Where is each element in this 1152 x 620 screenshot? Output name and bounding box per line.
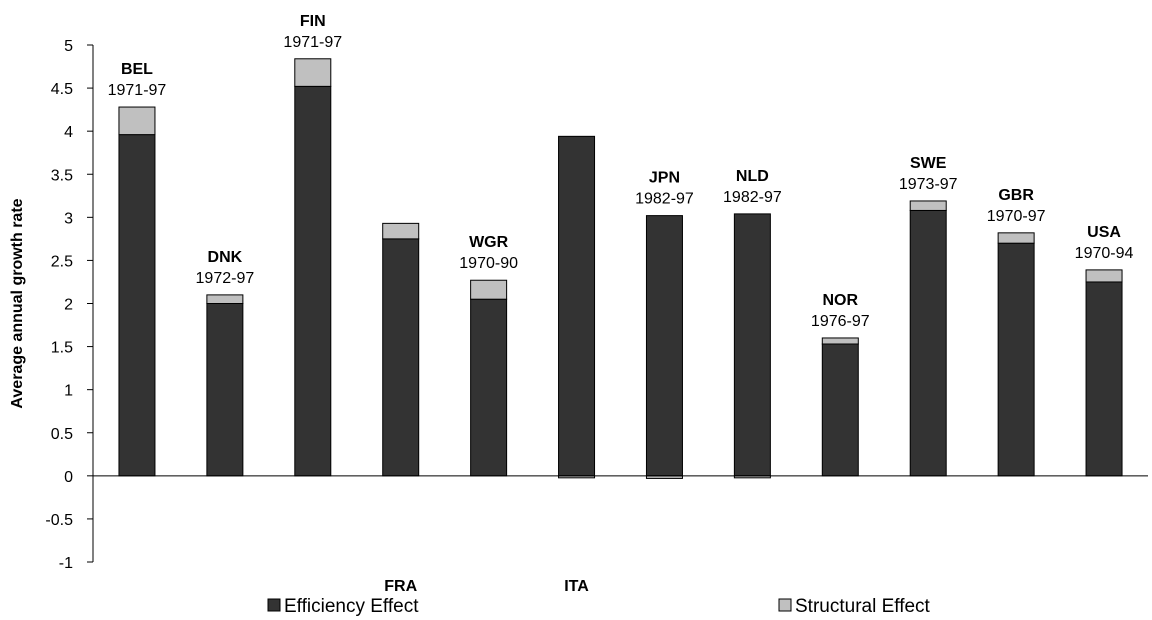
country-labels-group: 1971-97 BEL 1972-97 DNK 1971-97 FIN FRA 1970-90… [108,13,1134,595]
bar-efficiency-bel [118,134,156,477]
legend-swatch [778,598,792,612]
y-axis-label-group: Average annual growth rate [9,198,26,408]
bar-structural-bel [118,106,156,136]
y-axis-label: Average annual growth rate [9,198,26,408]
y-tick-label: 0 [64,469,73,486]
y-tick-label: -1 [59,555,73,572]
bar-efficiency-fin [294,85,332,477]
bar-efficiency-gbr [997,242,1035,477]
bar-efficiency-dnk [206,303,244,477]
y-tick-label: 4.5 [51,81,73,98]
bar-efficiency-jpn [645,215,683,477]
period-label-jpn: 1982-97 [635,191,694,208]
period-label-nor: 1976-97 [811,313,870,330]
country-label-fin: FIN [300,13,326,30]
country-label-ita: ITA [564,578,589,595]
bar-efficiency-usa [1085,281,1123,477]
period-label-wgr: 1970-90 [459,255,518,272]
country-label-fra: FRA [384,578,417,595]
country-label-nor: NOR [823,292,859,309]
y-tick-label: 3 [64,210,73,227]
bar-efficiency-nor [821,343,859,477]
legend-label: Efficiency Effect [284,596,419,617]
legend-swatch [267,598,281,612]
y-tick-label: 4 [64,124,73,141]
y-tick-label: 1.5 [51,340,73,357]
bar-structural-wgr [470,279,508,300]
legend: Efficiency Effect Structural Effect [267,596,931,617]
bar-structural-fin [294,58,332,87]
country-label-nld: NLD [736,168,769,185]
bar-structural-nor [821,337,859,345]
y-tick-label: 0.5 [51,426,73,443]
y-tick-label: 2 [64,297,73,314]
legend-item-efficiency-effect: Efficiency Effect [267,596,419,617]
country-label-dnk: DNK [208,249,243,266]
period-label-usa: 1970-94 [1075,245,1134,262]
legend-label: Structural Effect [795,596,931,617]
period-label-fin: 1971-97 [283,34,342,51]
country-label-jpn: JPN [649,170,680,187]
period-label-bel: 1971-97 [108,82,167,99]
y-tick-label: 1 [64,383,73,400]
bars-group [118,58,1123,479]
y-tick-label: 5 [64,38,73,55]
bar-structural-dnk [206,294,244,304]
bar-efficiency-nld [733,213,771,477]
country-label-swe: SWE [910,155,947,172]
bar-structural-usa [1085,269,1123,283]
bar-efficiency-fra [382,238,420,477]
y-tick-label: -0.5 [45,512,73,529]
bar-efficiency-wgr [470,298,508,477]
country-label-bel: BEL [121,61,153,78]
period-label-gbr: 1970-97 [987,208,1046,225]
country-label-usa: USA [1087,224,1121,241]
period-label-swe: 1973-97 [899,176,958,193]
legend-item-structural-effect: Structural Effect [778,596,931,617]
bar-structural-swe [909,200,947,211]
y-axis: -1 -0.5 0 0.5 1 1.5 2 2.5 3 3.5 4 4.5 5 [45,38,94,572]
bar-structural-fra [382,222,420,240]
bar-efficiency-ita [558,135,596,477]
bar-structural-gbr [997,232,1035,244]
period-label-dnk: 1972-97 [196,270,255,287]
period-label-nld: 1982-97 [723,189,782,206]
country-label-gbr: GBR [998,187,1034,204]
country-label-wgr: WGR [469,234,509,251]
y-tick-label: 3.5 [51,167,73,184]
y-tick-label: 2.5 [51,253,73,270]
bar-efficiency-swe [909,209,947,477]
